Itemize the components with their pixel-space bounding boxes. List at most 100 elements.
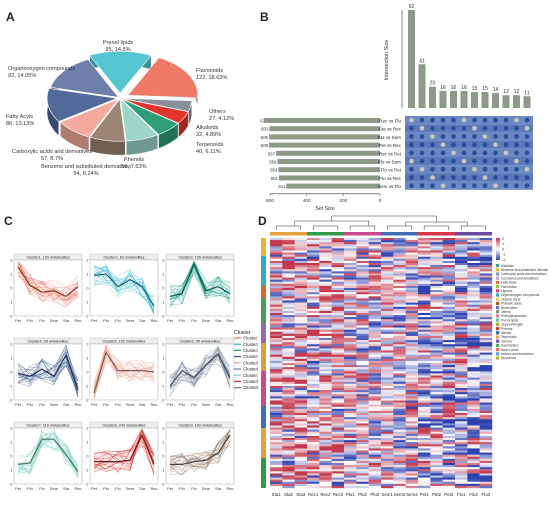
heatmap-cell <box>455 306 468 310</box>
heatmap-cell <box>270 471 283 474</box>
heatmap-cell <box>319 240 332 243</box>
heatmap-cell <box>282 400 295 403</box>
matrix-dot <box>482 183 488 188</box>
heatmap-cell <box>331 460 345 464</box>
heatmap-cell <box>319 258 332 262</box>
heatmap-cell <box>270 388 283 391</box>
heatmap-cell <box>393 269 406 272</box>
heatmap-cell <box>282 360 295 364</box>
heatmap-cell <box>319 263 332 266</box>
heatmap-cell <box>467 435 480 439</box>
cluster-member-line <box>17 261 79 302</box>
heatmap-cell <box>331 435 345 439</box>
heatmap-cell <box>467 342 480 345</box>
heatmap-cell <box>393 477 406 480</box>
heatmap-cell <box>455 408 468 412</box>
heatmap-cell <box>356 479 369 482</box>
matrix-dot <box>503 167 509 172</box>
heatmap-cell <box>307 452 320 455</box>
cluster-y-tick: 2 <box>86 343 88 347</box>
heatmap-cell <box>282 481 295 485</box>
heatmap-cell <box>430 375 443 378</box>
matrix-dot <box>440 158 446 164</box>
heatmap-cell <box>479 425 493 428</box>
heatmap-cell <box>368 479 382 482</box>
cluster-panel-title: Cluster3, 126 metabolites <box>178 256 221 260</box>
heatmap-cell <box>368 394 382 397</box>
heatmap-cell <box>418 408 431 412</box>
heatmap-cell <box>368 263 382 266</box>
heatmap-cell <box>442 433 456 437</box>
heatmap-cell <box>307 479 320 482</box>
heatmap-cell <box>455 477 468 480</box>
heatmap-cell <box>319 256 332 260</box>
heatmap-cell <box>307 377 320 380</box>
heatmap-cell <box>270 404 283 407</box>
heatmap-cell <box>344 473 357 476</box>
heatmap-legend-label: Phenylpropanoids <box>501 314 527 318</box>
heatmap-cell <box>294 346 308 349</box>
heatmap-cell <box>479 398 493 401</box>
heatmap-cell <box>294 452 308 455</box>
heatmap-cell <box>418 396 431 399</box>
heatmap-cell <box>344 344 357 347</box>
heatmap-cell <box>344 373 357 376</box>
heatmap-cell <box>356 369 369 372</box>
cluster-member-line <box>17 359 79 398</box>
heatmap-legend-swatch <box>496 297 500 301</box>
heatmap-cell <box>368 402 382 405</box>
heatmap-cell <box>356 477 369 480</box>
heatmap-cell <box>393 292 406 295</box>
heatmap-cell <box>442 254 456 257</box>
heatmap-legend-label: Tannins <box>501 339 512 343</box>
heatmap-cell <box>430 440 443 443</box>
heatmap-cell <box>307 406 320 410</box>
heatmap-cell <box>307 275 320 278</box>
cluster-x-tick: Pet <box>15 318 22 323</box>
heatmap-cell <box>368 329 382 332</box>
heatmap-cell <box>405 438 419 441</box>
heatmap-cell <box>331 383 345 387</box>
heatmap-cell <box>319 269 332 272</box>
pie-slice <box>89 50 152 94</box>
set-name: Sta vs Rec <box>379 127 402 132</box>
heatmap-cell <box>442 373 456 376</box>
heatmap-cell <box>294 456 308 460</box>
heatmap-cell <box>294 381 308 385</box>
heatmap-cell <box>282 283 295 287</box>
heatmap-cell <box>307 244 320 247</box>
heatmap-cell <box>455 429 468 432</box>
heatmap-cell <box>381 354 394 357</box>
heatmap-cell <box>319 458 332 462</box>
heatmap-cell <box>381 254 394 257</box>
heatmap-cell <box>455 250 468 253</box>
heatmap-cell <box>381 483 394 487</box>
matrix-dot <box>524 150 530 156</box>
heatmap-cell <box>331 242 345 245</box>
heatmap-cell <box>418 388 431 391</box>
heatmap-cell <box>270 298 283 301</box>
heatmap-cell <box>282 473 295 476</box>
heatmap-cell <box>307 402 320 405</box>
cluster-panel-title: Cluster1, 139 metabolites <box>26 256 69 260</box>
heatmap-cell <box>455 379 468 382</box>
matrix-dot <box>472 158 477 164</box>
heatmap-cell <box>418 485 431 489</box>
heatmap-cell <box>455 313 468 316</box>
heatmap-cell <box>405 406 419 410</box>
matrix-dot <box>472 117 477 123</box>
heatmap-cell <box>479 333 493 337</box>
heatmap-cell <box>467 473 480 476</box>
heatmap-cell <box>282 444 295 447</box>
heatmap-cell <box>307 392 320 395</box>
cluster-member-line <box>169 359 231 387</box>
heatmap-cell <box>270 417 283 420</box>
heatmap-cell <box>393 369 406 372</box>
heatmap-cell <box>455 277 468 280</box>
heatmap-cell <box>381 396 394 399</box>
heatmap-cell <box>455 460 468 464</box>
heatmap-cell <box>282 383 295 387</box>
heatmap-cell <box>418 415 431 418</box>
heatmap-cell <box>368 404 382 407</box>
